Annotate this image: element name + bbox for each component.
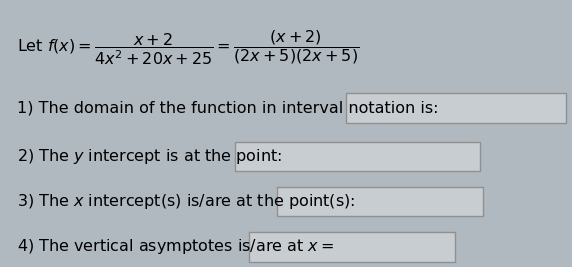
- FancyBboxPatch shape: [235, 142, 480, 171]
- FancyBboxPatch shape: [277, 187, 483, 216]
- Text: 2) The $y$ intercept is at the point:: 2) The $y$ intercept is at the point:: [17, 147, 282, 166]
- Text: 4) The vertical asymptotes is/are at $x =$: 4) The vertical asymptotes is/are at $x …: [17, 237, 334, 257]
- Text: Let $f(x) = \dfrac{x+2}{4x^2+20x+25} = \dfrac{(x+2)}{(2x+5)(2x+5)}$: Let $f(x) = \dfrac{x+2}{4x^2+20x+25} = \…: [17, 29, 359, 67]
- FancyBboxPatch shape: [346, 93, 566, 123]
- Text: 3) The $x$ intercept(s) is/are at the point(s):: 3) The $x$ intercept(s) is/are at the po…: [17, 192, 355, 211]
- Text: 1) The domain of the function in interval notation is:: 1) The domain of the function in interva…: [17, 101, 439, 116]
- FancyBboxPatch shape: [249, 232, 455, 262]
